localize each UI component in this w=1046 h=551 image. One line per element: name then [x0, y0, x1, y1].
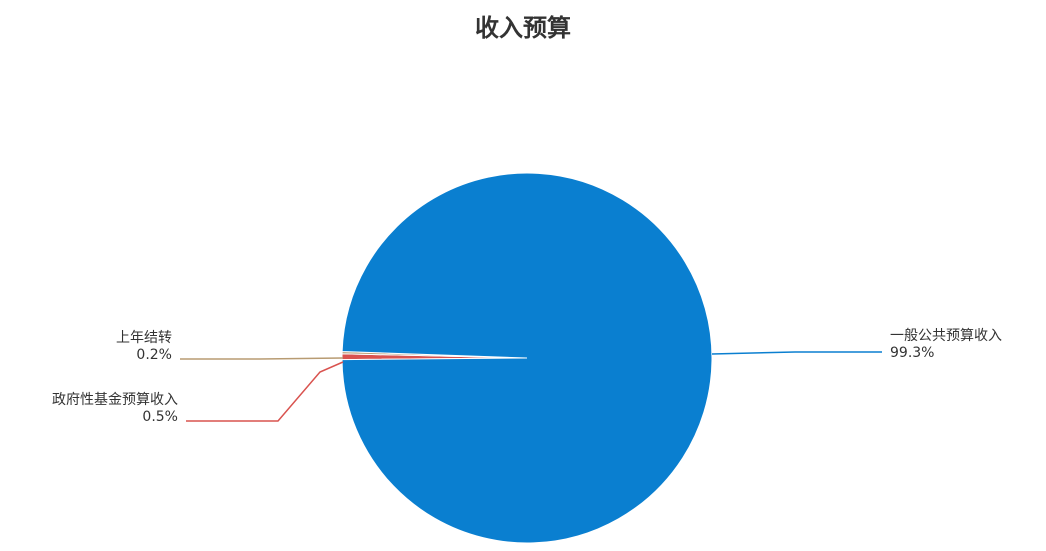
label-carryover-percent: 0.2%	[136, 347, 172, 363]
label-carryover: 上年结转	[116, 330, 172, 346]
label-general-public-percent: 99.3%	[890, 345, 934, 361]
leader-line-gov-fund	[186, 361, 344, 422]
label-general-public: 一般公共预算收入	[890, 328, 1002, 344]
pie-slice-general-public	[341, 172, 713, 544]
label-gov-fund-percent: 0.5%	[142, 409, 178, 425]
leader-line-carryover	[180, 357, 344, 360]
leader-line-general-public	[711, 351, 882, 355]
label-gov-fund: 政府性基金预算收入	[52, 391, 178, 408]
pie-slices	[341, 172, 713, 544]
chart-title: 收入预算	[475, 14, 571, 42]
